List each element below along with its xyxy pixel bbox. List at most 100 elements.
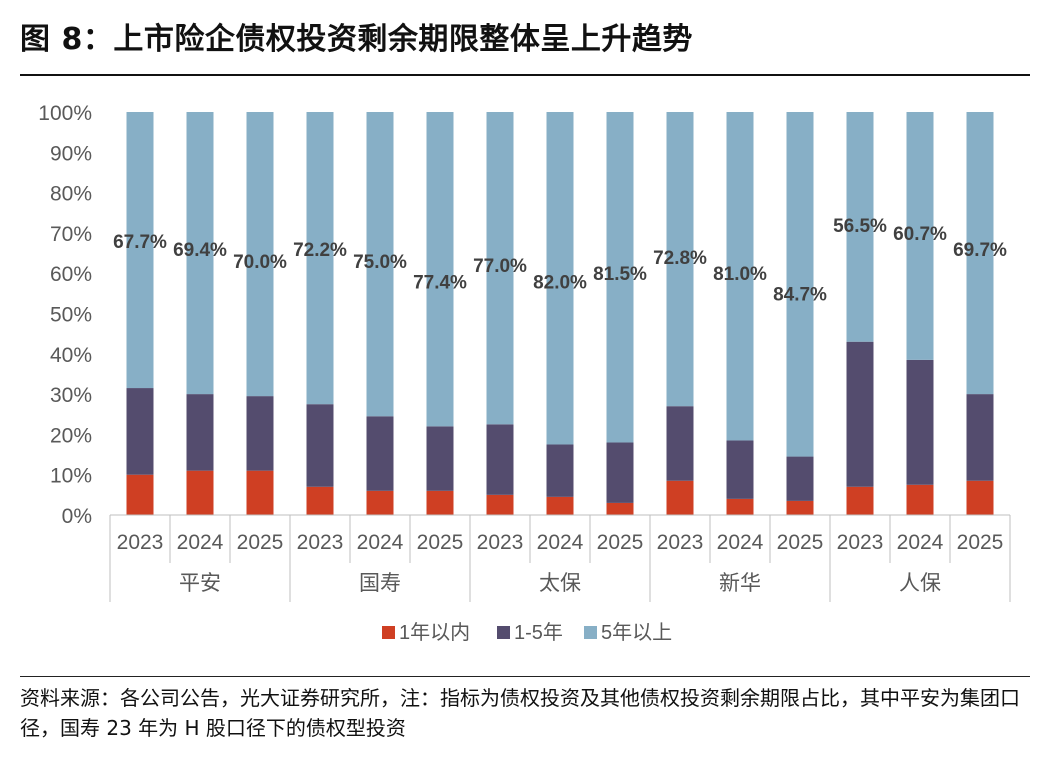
x-tick-label-year: 2024: [897, 531, 944, 554]
y-tick-label: 100%: [38, 102, 92, 125]
x-group-label: 平安: [179, 572, 221, 595]
x-tick-label-year: 2025: [417, 531, 464, 554]
bar-segment: [906, 359, 934, 485]
bar-segment: [306, 486, 334, 515]
data-label: 82.0%: [533, 272, 587, 293]
bar-segment: [846, 112, 874, 342]
legend-swatch: [497, 626, 510, 639]
x-group-label: 新华: [719, 572, 761, 595]
data-label: 67.7%: [113, 232, 167, 253]
bar-segment: [726, 112, 754, 441]
bar-segment: [906, 484, 934, 515]
bar-segment: [426, 490, 454, 515]
x-tick-label-year: 2024: [537, 531, 584, 554]
y-tick-label: 90%: [50, 142, 92, 165]
legend-label: 1-5年: [514, 621, 563, 644]
bar-segment: [186, 394, 214, 471]
legend-swatch: [382, 626, 395, 639]
bar-segment: [546, 112, 574, 445]
x-tick-label-year: 2023: [297, 531, 344, 554]
bar-segment: [726, 498, 754, 515]
data-label: 72.2%: [293, 240, 347, 261]
data-label: 84.7%: [773, 284, 827, 305]
data-label: 70.0%: [233, 252, 287, 273]
data-label: 56.5%: [833, 216, 887, 237]
data-label: 69.4%: [173, 240, 227, 261]
legend-label: 1年以内: [399, 621, 470, 644]
y-tick-label: 0%: [62, 505, 92, 528]
x-tick-label-year: 2025: [237, 531, 284, 554]
bar-segment: [306, 404, 334, 487]
data-label: 81.0%: [713, 264, 767, 285]
bar-segment: [546, 496, 574, 515]
bar-segment: [666, 112, 694, 407]
bar-segment: [786, 500, 814, 515]
bar-segment: [486, 424, 514, 495]
legend-label: 5年以上: [601, 621, 672, 644]
y-tick-label: 70%: [50, 223, 92, 246]
bar-segment: [246, 112, 274, 397]
bar-segment: [786, 456, 814, 501]
bar-segment: [246, 470, 274, 515]
x-tick-label-year: 2023: [837, 531, 884, 554]
bar-segment: [186, 470, 214, 515]
x-tick-label-year: 2023: [477, 531, 524, 554]
y-tick-label: 20%: [50, 424, 92, 447]
data-label: 60.7%: [893, 224, 947, 245]
x-tick-label-year: 2024: [357, 531, 404, 554]
bar-segment: [846, 486, 874, 515]
x-tick-label-year: 2023: [657, 531, 704, 554]
bar-segment: [486, 494, 514, 515]
x-group-label: 太保: [539, 572, 581, 595]
y-tick-label: 80%: [50, 183, 92, 206]
y-tick-label: 60%: [50, 263, 92, 286]
bar-segment: [966, 480, 994, 515]
title-divider: [20, 74, 1030, 76]
bar-segment: [426, 112, 454, 427]
bar-segment: [606, 112, 634, 443]
bar-segment: [666, 406, 694, 481]
data-label: 81.5%: [593, 264, 647, 285]
bar-segment: [246, 396, 274, 471]
bar-segment: [366, 490, 394, 515]
bar-segment: [606, 442, 634, 503]
bar-segment: [546, 444, 574, 497]
data-label: 77.4%: [413, 272, 467, 293]
bar-segment: [666, 480, 694, 515]
bar-segment: [366, 416, 394, 491]
x-tick-label-year: 2023: [117, 531, 164, 554]
y-tick-label: 30%: [50, 384, 92, 407]
bar-segment: [966, 394, 994, 481]
y-tick-label: 50%: [50, 304, 92, 327]
bar-segment: [186, 112, 214, 395]
data-label: 75.0%: [353, 252, 407, 273]
bar-segment: [126, 388, 154, 475]
bar-segment: [306, 112, 334, 405]
bar-segment: [126, 474, 154, 515]
x-tick-label-year: 2025: [597, 531, 644, 554]
y-tick-label: 10%: [50, 465, 92, 488]
data-label: 72.8%: [653, 248, 707, 269]
bar-segment: [486, 112, 514, 425]
bar-segment: [786, 112, 814, 457]
x-group-label: 人保: [899, 572, 941, 595]
bar-segment: [726, 440, 754, 499]
bar-segment: [126, 112, 154, 389]
x-tick-label-year: 2025: [777, 531, 824, 554]
x-tick-label-year: 2025: [957, 531, 1004, 554]
y-tick-label: 40%: [50, 344, 92, 367]
bar-segment: [966, 112, 994, 395]
bar-segment: [366, 112, 394, 417]
bar-segment: [846, 341, 874, 487]
source-divider: [20, 676, 1030, 677]
x-group-label: 国寿: [359, 572, 401, 595]
bar-segment: [426, 426, 454, 491]
bar-segment: [906, 112, 934, 360]
source-note: 资料来源：各公司公告，光大证券研究所，注：指标为债权投资及其他债权投资剩余期限占…: [20, 686, 1020, 740]
x-tick-label-year: 2024: [177, 531, 224, 554]
data-label: 69.7%: [953, 240, 1007, 261]
data-label: 77.0%: [473, 256, 527, 277]
x-tick-label-year: 2024: [717, 531, 764, 554]
legend-swatch: [584, 626, 597, 639]
